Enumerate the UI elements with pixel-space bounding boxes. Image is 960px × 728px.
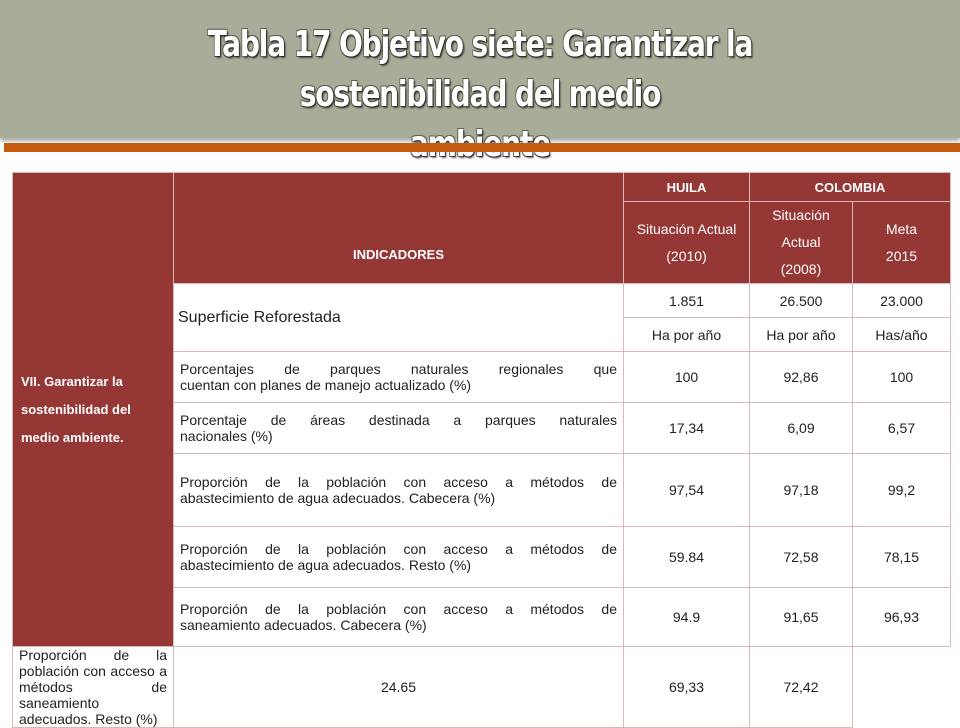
value-colombia-actual: 92,86 — [749, 351, 853, 403]
region-huila-header: HUILA — [623, 172, 750, 202]
indicator-agua-cabecera: Proporción de la población con acceso a … — [173, 453, 624, 527]
value-colombia-meta: 99,2 — [852, 453, 951, 527]
value-huila: 100 — [623, 351, 750, 403]
title-band: Tabla 17 Objetivo siete: Garantizar la s… — [0, 0, 960, 165]
value-colombia-actual: 26.500 — [749, 283, 853, 318]
value-colombia-meta: 96,93 — [852, 587, 951, 647]
indicator-parques-nacionales: Porcentaje de áreas destinada a parques … — [173, 402, 624, 454]
value-colombia-meta: 78,15 — [852, 526, 951, 588]
slide-title: Tabla 17 Objetivo siete: Garantizar la s… — [106, 20, 855, 170]
value-huila: 94.9 — [623, 587, 750, 647]
value-huila: 97,54 — [623, 453, 750, 527]
value-colombia-actual: 97,18 — [749, 453, 853, 527]
value-colombia-actual: 72,58 — [749, 526, 853, 588]
indicator-agua-resto: Proporción de la población con acceso a … — [173, 526, 624, 588]
slide-title-line-1: Tabla 17 Objetivo siete: Garantizar la s… — [207, 24, 754, 115]
region-colombia-header: COLOMBIA — [749, 172, 951, 202]
value-colombia-meta: 23.000 — [852, 283, 951, 318]
indicator-parques-regionales: Porcentajes de parques naturales regiona… — [173, 351, 624, 403]
goal-cell: VII. Garantizar la sostenibilidad del me… — [12, 172, 174, 647]
value-colombia-actual: 6,09 — [749, 402, 853, 454]
value-colombia-meta: 100 — [852, 351, 951, 403]
unit-colombia-actual: Ha por año — [749, 317, 853, 352]
value-huila: 1.851 — [623, 283, 750, 318]
indicators-header: INDICADORES — [173, 172, 624, 284]
value-colombia-actual: 69,33 — [623, 646, 750, 728]
value-colombia-meta: 72,42 — [749, 646, 853, 728]
col-colombia-meta-header: Meta 2015 — [852, 201, 951, 284]
indicator-saneamiento-cabecera: Proporción de la población con acceso a … — [173, 587, 624, 647]
value-colombia-actual: 91,65 — [749, 587, 853, 647]
indicator-reforestada: Superficie Reforestada — [173, 283, 624, 352]
value-colombia-meta: 6,57 — [852, 402, 951, 454]
value-huila: 59.84 — [623, 526, 750, 588]
col-colombia-actual-header: Situación Actual (2008) — [749, 201, 853, 284]
unit-colombia-meta: Has/año — [852, 317, 951, 352]
accent-rule — [0, 143, 960, 152]
value-huila: 17,34 — [623, 402, 750, 454]
col-huila-actual-header: Situación Actual (2010) — [623, 201, 750, 284]
indicators-table: VII. Garantizar la sostenibilidad del me… — [12, 172, 951, 728]
indicator-saneamiento-resto: Proporción de la población con acceso a … — [12, 646, 174, 728]
value-huila: 24.65 — [173, 646, 624, 728]
unit-huila: Ha por año — [623, 317, 750, 352]
